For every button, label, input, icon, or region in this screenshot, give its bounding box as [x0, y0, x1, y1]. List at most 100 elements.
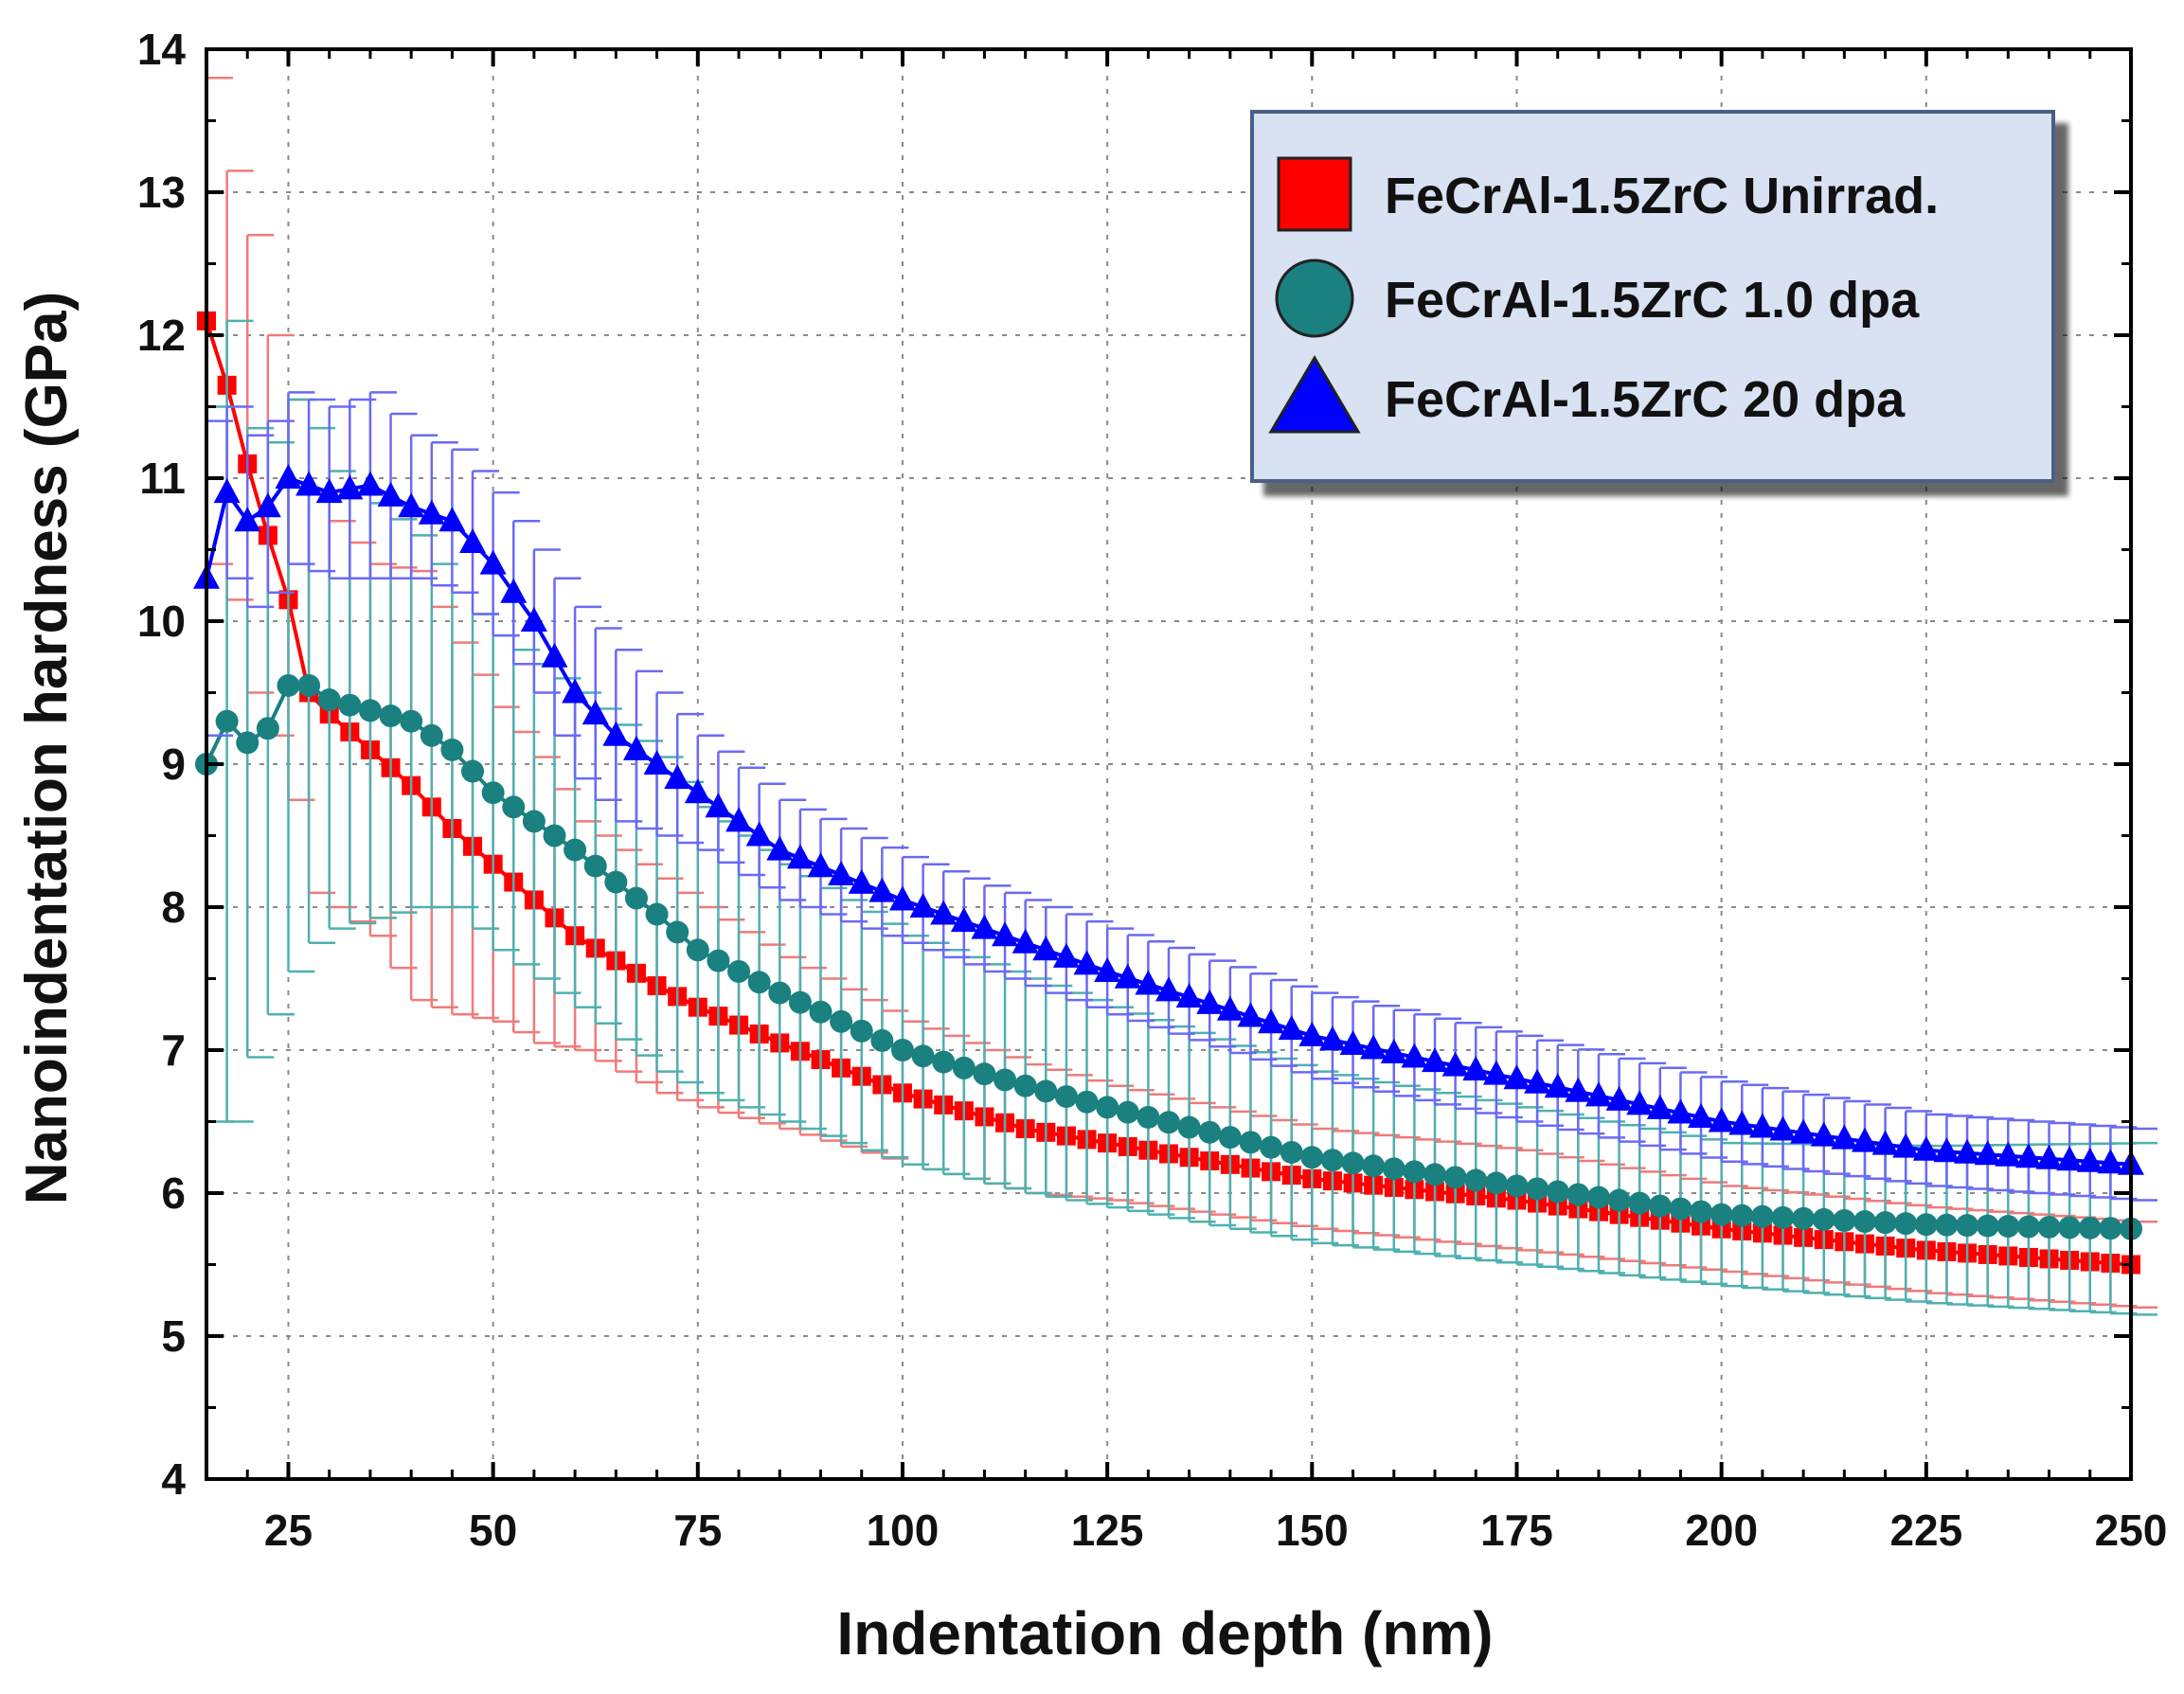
data-point: [1730, 1204, 1754, 1227]
data-point: [522, 810, 546, 833]
data-point: [992, 921, 1019, 947]
data-point: [275, 464, 302, 489]
data-point: [439, 507, 466, 532]
y-tick-label: 4: [161, 1454, 186, 1504]
data-point: [1462, 1056, 1490, 1081]
y-axis-title: Nanoindentation hardness (GPa): [14, 292, 80, 1205]
data-point: [297, 673, 321, 697]
data-point: [870, 1028, 894, 1052]
data-point: [1075, 1090, 1099, 1114]
x-tick-label: 150: [1276, 1506, 1349, 1555]
data-point: [830, 1009, 853, 1033]
data-point: [1853, 1210, 1876, 1234]
data-point: [1912, 1135, 1940, 1161]
data-point: [1524, 1068, 1551, 1094]
data-point: [1216, 995, 1244, 1021]
data-point: [1688, 1102, 1715, 1128]
y-tick-label: 13: [137, 168, 186, 217]
data-point: [1505, 1174, 1529, 1198]
data-point: [1360, 1034, 1387, 1060]
x-tick-label: 175: [1480, 1506, 1553, 1555]
data-point: [1339, 1029, 1367, 1055]
data-point: [1054, 1085, 1078, 1109]
data-point: [1669, 1197, 1692, 1221]
data-point: [1690, 1200, 1713, 1223]
data-point: [624, 886, 648, 910]
data-point: [1175, 983, 1203, 1008]
data-point: [932, 1050, 956, 1074]
data-point: [1831, 1124, 1858, 1150]
series-circle: [195, 319, 2157, 1316]
data-point: [1484, 1171, 1508, 1195]
legend-marker-triangle: [1268, 355, 1361, 434]
data-point: [379, 704, 403, 728]
data-point: [1177, 1115, 1201, 1139]
data-point: [2058, 1216, 2082, 1239]
data-point: [236, 731, 260, 755]
data-point: [1096, 1096, 1119, 1119]
data-point: [1280, 1140, 1303, 1164]
data-point: [1792, 1206, 1816, 1230]
data-point: [707, 949, 730, 972]
data-point: [1728, 1110, 1756, 1135]
data-point: [1341, 1151, 1365, 1175]
data-point: [911, 1044, 935, 1068]
data-point: [1239, 1131, 1262, 1154]
data-point: [1790, 1118, 1817, 1144]
x-axis-title: Indentation depth (nm): [836, 1599, 1493, 1667]
data-point: [1648, 1194, 1672, 1218]
data-point: [1423, 1163, 1447, 1186]
data-point: [1995, 1141, 2022, 1167]
data-point: [1382, 1157, 1405, 1181]
data-point: [338, 693, 362, 717]
data-point: [1114, 963, 1141, 989]
data-point: [1013, 1074, 1037, 1097]
data-point: [2014, 1143, 2042, 1168]
data-point: [1135, 970, 1162, 995]
data-point: [277, 673, 300, 697]
data-point: [502, 795, 526, 819]
x-tick-label: 125: [1071, 1506, 1144, 1555]
data-point: [1155, 976, 1182, 1002]
data-point: [1873, 1211, 1897, 1235]
data-point: [459, 527, 487, 553]
data-point: [1544, 1073, 1571, 1098]
data-point: [2035, 1144, 2063, 1169]
data-point: [1748, 1113, 1776, 1138]
x-tick-label: 200: [1685, 1506, 1758, 1555]
legend-label: FeCrAl-1.5ZrC 20 dpa: [1385, 371, 1906, 428]
x-tick-label: 50: [469, 1506, 517, 1555]
data-point: [1198, 1120, 1222, 1144]
data-point: [1894, 1212, 1918, 1236]
data-point: [254, 492, 281, 518]
data-point: [1974, 1140, 2001, 1166]
data-point: [583, 854, 607, 878]
data-point: [461, 759, 485, 783]
data-point: [1011, 928, 1039, 954]
data-point: [643, 750, 671, 775]
data-point: [1137, 1105, 1160, 1129]
data-point: [315, 478, 343, 504]
data-point: [973, 1062, 996, 1086]
data-point: [1935, 1213, 1959, 1237]
data-point: [1482, 1060, 1510, 1085]
y-tick-label: 9: [161, 740, 186, 789]
data-point: [1566, 1183, 1590, 1206]
data-point: [356, 471, 384, 496]
legend-marker-square: [1277, 156, 1352, 232]
data-point: [1708, 1107, 1735, 1132]
data-point: [1260, 1135, 1283, 1159]
data-point: [440, 738, 464, 761]
data-point: [950, 907, 977, 933]
y-tick-label: 10: [137, 597, 186, 646]
data-point: [2097, 1149, 2124, 1174]
data-point: [234, 507, 261, 532]
x-tick-label: 100: [867, 1506, 940, 1555]
data-point: [809, 1000, 832, 1024]
data-point: [1646, 1094, 1674, 1119]
data-point: [2037, 1215, 2061, 1239]
data-point: [807, 852, 834, 878]
data-point: [1667, 1098, 1694, 1124]
